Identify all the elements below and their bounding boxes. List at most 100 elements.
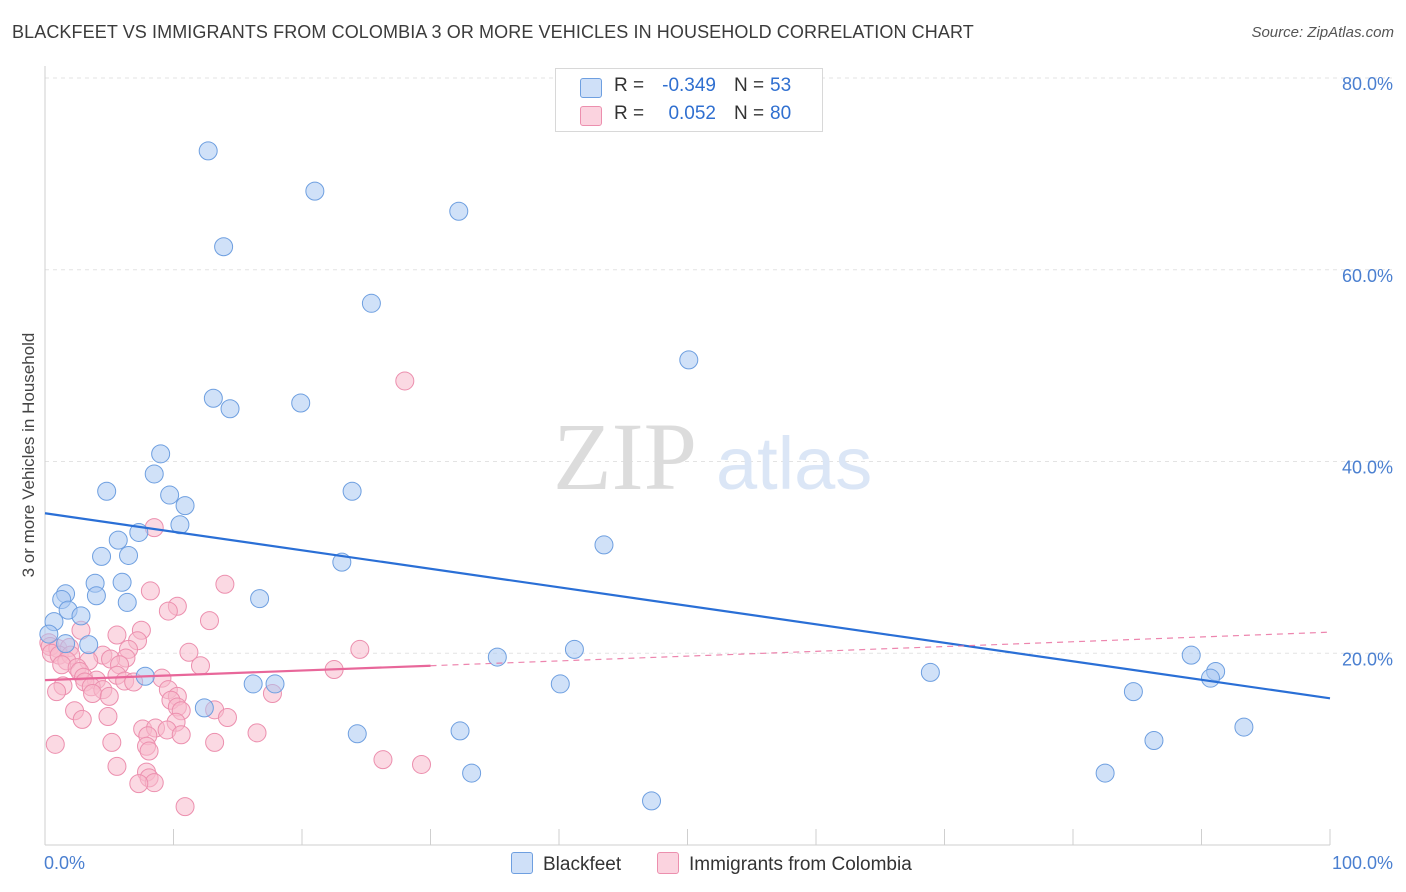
series-colombia-points — [39, 371, 432, 817]
blackfeet-point — [1095, 763, 1115, 783]
blackfeet-point — [361, 293, 381, 313]
colombia-point — [350, 639, 370, 659]
blackfeet-point — [347, 724, 367, 744]
blackfeet-point — [449, 201, 469, 221]
blackfeet-point — [160, 485, 180, 505]
y-tick-label: 40.0% — [1342, 458, 1393, 478]
watermark: ZIP atlas — [553, 403, 872, 510]
colombia-point — [45, 734, 65, 754]
bottom-legend-swatch-colombia — [657, 852, 679, 874]
source-label: Source: ZipAtlas.com — [1251, 24, 1394, 41]
legend-swatch-colombia — [580, 106, 602, 126]
colombia-point — [102, 732, 122, 752]
legend-n-value: 80 — [770, 103, 792, 124]
y-tick-label: 20.0% — [1342, 649, 1393, 669]
colombia-point — [395, 371, 415, 391]
blackfeet-point — [71, 606, 91, 626]
colombia-point — [412, 754, 432, 774]
blackfeet-point — [220, 399, 240, 419]
bottom-legend-label-colombia: Immigrants from Colombia — [689, 854, 912, 875]
blackfeet-point — [112, 572, 132, 592]
colombia-point — [199, 611, 219, 631]
series-blackfeet-points — [39, 141, 1254, 811]
watermark-atlas: atlas — [716, 422, 872, 505]
legend-row-colombia: R = 0.052 N = 80 — [556, 100, 822, 128]
blackfeet-point — [250, 589, 270, 609]
colombia-point — [217, 707, 237, 727]
blackfeet-point — [920, 662, 940, 682]
colombia-point — [107, 756, 127, 776]
blackfeet-point — [39, 624, 59, 644]
chart-title: BLACKFEET VS IMMIGRANTS FROM COLOMBIA 3 … — [12, 22, 974, 42]
blackfeet-point — [198, 141, 218, 161]
watermark-zip: ZIP — [553, 403, 697, 510]
legend-swatch-blackfeet — [580, 78, 602, 98]
blackfeet-point — [450, 721, 470, 741]
legend-n-value: 53 — [770, 75, 792, 96]
colombia-point — [215, 574, 235, 594]
blackfeet-point — [462, 763, 482, 783]
colombia-point — [158, 601, 178, 621]
colombia-point — [179, 642, 199, 662]
colombia-point — [129, 774, 149, 794]
colombia-point — [140, 581, 160, 601]
legend-r-label: R = — [614, 103, 645, 124]
blackfeet-point — [108, 530, 128, 550]
bottom-legend-label-blackfeet: Blackfeet — [543, 854, 622, 875]
blackfeet-point — [642, 791, 662, 811]
blackfeet-point — [550, 674, 570, 694]
colombia-point — [139, 741, 159, 761]
y-axis-title: 3 or more Vehicles in Household — [19, 333, 38, 578]
legend-r-label: R = — [614, 75, 645, 96]
colombia-point — [205, 732, 225, 752]
tick-labels: 20.0% 40.0% 60.0% 80.0% 0.0% 100.0% — [44, 74, 1393, 873]
legend-n-label: N = — [734, 103, 765, 124]
blackfeet-point — [594, 535, 614, 555]
y-tick-label: 80.0% — [1342, 74, 1393, 94]
blackfeet-point — [679, 350, 699, 370]
blackfeet-point — [144, 464, 164, 484]
colombia-point — [83, 684, 103, 704]
blackfeet-point — [1200, 668, 1220, 688]
colombia-point — [190, 656, 210, 676]
blackfeet-point — [342, 481, 362, 501]
blackfeet-point — [194, 698, 214, 718]
legend-n-label: N = — [734, 75, 765, 96]
colombia-point — [373, 750, 393, 770]
colombia-point — [99, 686, 119, 706]
y-tick-label: 60.0% — [1342, 266, 1393, 286]
blackfeet-point — [86, 586, 106, 606]
colombia-point — [98, 707, 118, 727]
colombia-point — [247, 723, 267, 743]
stats-legend: R = -0.349 N = 53 R = 0.052 N = 80 — [555, 68, 823, 132]
blackfeet-point — [243, 674, 263, 694]
blackfeet-point — [119, 545, 139, 565]
blackfeet-point — [203, 388, 223, 408]
blackfeet-point — [1181, 645, 1201, 665]
colombia-point — [107, 625, 127, 645]
colombia-point — [175, 797, 195, 817]
grid — [45, 77, 1392, 654]
legend-r-value: 0.052 — [668, 103, 716, 124]
blackfeet-point — [487, 647, 507, 667]
x-tick-label: 0.0% — [44, 853, 85, 873]
blackfeet-point — [117, 592, 137, 612]
trend-lines — [44, 512, 1331, 700]
blackfeet-point — [97, 481, 117, 501]
bottom-legend-colombia[interactable]: Immigrants from Colombia — [657, 852, 912, 876]
blackfeet-point — [79, 635, 99, 655]
colombia-point — [72, 709, 92, 729]
colombia-point — [171, 725, 191, 745]
blackfeet-point — [1234, 717, 1254, 737]
blackfeet-point — [1123, 682, 1143, 702]
colombia-trend-line-extension — [430, 631, 1331, 667]
blackfeet-point — [151, 444, 171, 464]
bottom-legend-blackfeet[interactable]: Blackfeet — [511, 852, 621, 876]
blackfeet-point — [265, 674, 285, 694]
blackfeet-point — [92, 546, 112, 566]
blackfeet-point — [291, 393, 311, 413]
bottom-legend-swatch-blackfeet — [511, 852, 533, 874]
blackfeet-point — [214, 237, 234, 257]
axes — [44, 66, 1331, 846]
